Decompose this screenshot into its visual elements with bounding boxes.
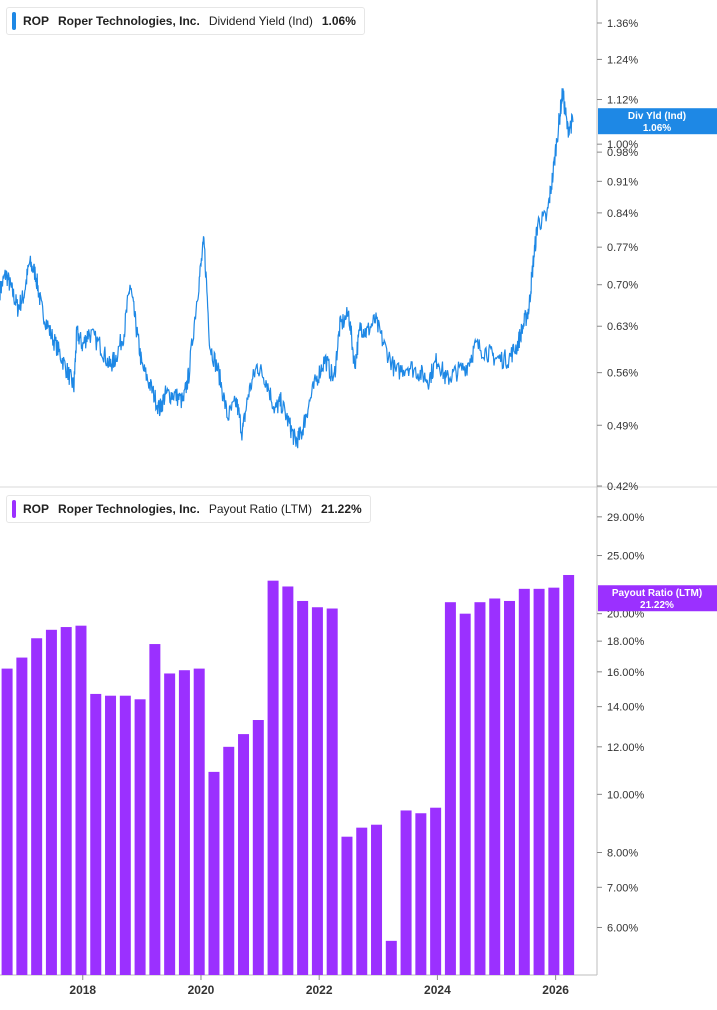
payout-bar — [400, 810, 412, 975]
payout-bar — [119, 695, 131, 975]
payout-bar — [282, 586, 294, 975]
top-y-tick-label: 0.91% — [607, 176, 638, 188]
bottom-y-tick-label: 6.00% — [607, 922, 638, 934]
bottom-legend-ticker: ROP — [23, 502, 50, 516]
payout-bar — [459, 613, 471, 975]
bottom-y-tick-label: 25.00% — [607, 551, 645, 563]
bottom-legend[interactable]: ROP Roper Technologies, Inc. Payout Rati… — [6, 495, 371, 523]
bottom-y-tick-label: 16.00% — [607, 667, 645, 679]
top-y-tick-label: 0.49% — [607, 420, 638, 432]
bottom-legend-metric: Payout Ratio (LTM) — [208, 502, 312, 516]
x-tick-label: 2024 — [424, 983, 451, 997]
top-y-tick-label: 0.77% — [607, 242, 638, 254]
payout-bar — [75, 625, 87, 975]
payout-bar — [444, 602, 456, 975]
payout-bar — [45, 629, 57, 975]
bottom-y-tick-label: 18.00% — [607, 636, 645, 648]
payout-bar — [341, 836, 353, 975]
dividend-last-label-value: 1.06% — [643, 123, 671, 134]
payout-last-label-title: Payout Ratio (LTM) — [612, 588, 702, 599]
payout-bar — [489, 598, 501, 975]
payout-bar — [548, 587, 560, 975]
payout-bar — [356, 827, 368, 975]
payout-last-label-box — [598, 585, 717, 612]
payout-last-label-value: 21.22% — [640, 600, 674, 611]
bottom-y-tick-label: 14.00% — [607, 702, 645, 714]
payout-bar — [16, 657, 28, 975]
top-y-tick-label: 1.12% — [607, 95, 638, 107]
payout-bar — [297, 600, 309, 975]
top-y-tick-label: 0.84% — [607, 208, 638, 220]
x-tick-label: 2022 — [306, 983, 333, 997]
top-y-tick-label: 1.00% — [607, 139, 638, 151]
top-legend-metric: Dividend Yield (Ind) — [208, 14, 313, 28]
bottom-legend-value: 21.22% — [320, 502, 362, 516]
payout-bar — [1, 668, 13, 975]
x-tick-label: 2018 — [69, 983, 96, 997]
top-y-tick-label: 0.98% — [607, 147, 638, 159]
top-y-tick-label: 0.56% — [607, 368, 638, 380]
payout-bar — [105, 695, 117, 975]
payout-bar — [563, 574, 575, 975]
dividend-last-label-box — [598, 108, 717, 135]
payout-bar — [371, 824, 383, 975]
payout-bar — [533, 588, 545, 975]
payout-bar — [238, 734, 250, 975]
payout-bar — [326, 608, 338, 975]
bottom-legend-company: Roper Technologies, Inc. — [58, 502, 200, 516]
payout-bar — [415, 813, 427, 975]
payout-bar — [193, 668, 205, 975]
payout-bar — [164, 673, 176, 975]
payout-bar — [430, 807, 442, 975]
top-legend-value: 1.06% — [321, 14, 356, 28]
payout-bar — [31, 638, 43, 975]
payout-bar — [149, 644, 161, 975]
payout-bar — [90, 693, 102, 975]
top-legend-swatch — [12, 12, 16, 30]
payout-bar — [474, 602, 486, 975]
payout-bar — [252, 720, 264, 975]
top-y-tick-label: 0.63% — [607, 321, 638, 333]
x-tick-label: 2026 — [542, 983, 569, 997]
bottom-y-tick-label: 7.00% — [607, 882, 638, 894]
bottom-y-tick-label: 8.00% — [607, 847, 638, 859]
top-y-tick-label: 0.70% — [607, 280, 638, 292]
top-legend-ticker: ROP — [23, 14, 50, 28]
payout-bar — [60, 627, 72, 975]
x-tick-label: 2020 — [188, 983, 215, 997]
dividend-yield-line — [0, 88, 574, 449]
dividend-last-label-title: Div Yld (Ind) — [628, 111, 686, 122]
payout-bar — [267, 580, 279, 975]
payout-bar — [178, 670, 190, 975]
payout-bar — [134, 699, 146, 975]
payout-bar — [311, 607, 323, 975]
payout-bar — [223, 746, 235, 975]
bottom-y-tick-label: 20.00% — [607, 609, 645, 621]
top-legend-company: Roper Technologies, Inc. — [58, 14, 200, 28]
top-legend[interactable]: ROP Roper Technologies, Inc. Dividend Yi… — [6, 7, 365, 35]
bottom-y-tick-label: 29.00% — [607, 512, 645, 524]
payout-bar — [518, 588, 530, 975]
bottom-legend-swatch — [12, 500, 16, 518]
bottom-y-tick-label: 10.00% — [607, 789, 645, 801]
payout-bar — [504, 600, 516, 975]
top-y-tick-label: 0.42% — [607, 481, 638, 493]
top-y-tick-label: 1.36% — [607, 18, 638, 30]
top-y-tick-label: 1.24% — [607, 54, 638, 66]
payout-bar — [385, 940, 397, 975]
bottom-y-tick-label: 12.00% — [607, 742, 645, 754]
payout-bar — [208, 771, 220, 975]
